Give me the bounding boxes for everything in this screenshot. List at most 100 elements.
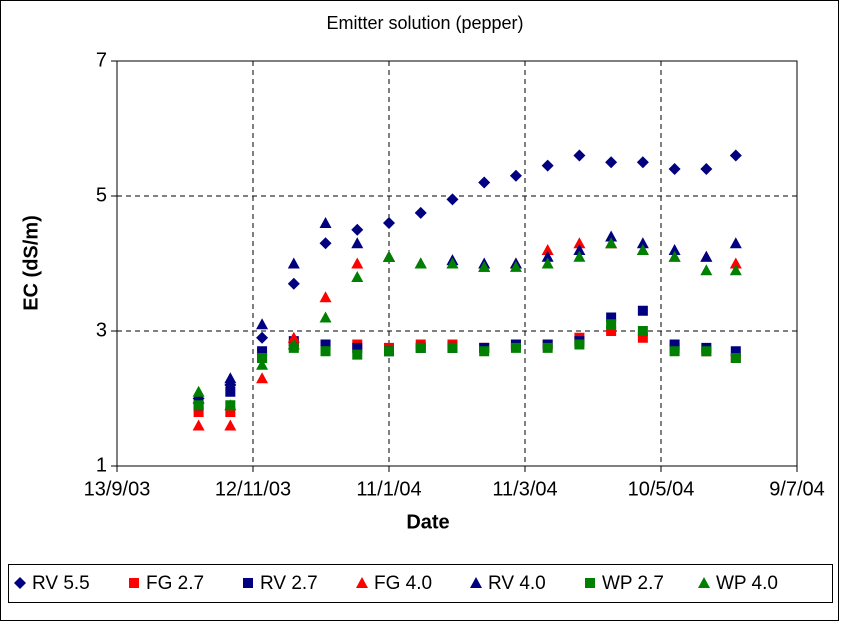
legend-label: RV 4.0 (488, 573, 546, 594)
legend-label: WP 4.0 (716, 573, 778, 594)
x-tick-label: 9/7/04 (769, 478, 825, 500)
marker-triangle (700, 264, 713, 276)
marker-triangle (319, 217, 332, 228)
marker-square (637, 326, 648, 336)
marker-triangle (478, 260, 491, 272)
marker-triangle (319, 291, 332, 303)
marker-diamond (414, 206, 427, 219)
marker-square (730, 353, 741, 363)
marker-triangle (729, 237, 742, 249)
marker-triangle (319, 311, 332, 323)
marker-square (637, 332, 648, 343)
legend-box (8, 564, 833, 603)
legend-marker (243, 578, 253, 588)
marker-triangle (573, 237, 586, 249)
marker-square (415, 342, 426, 353)
marker-diamond (541, 159, 554, 172)
marker-diamond (729, 149, 742, 162)
marker-triangle (351, 271, 364, 282)
marker-triangle (509, 260, 522, 272)
marker-square (320, 339, 331, 350)
marker-square (606, 326, 617, 336)
marker-triangle (414, 257, 427, 269)
marker-triangle (729, 264, 742, 276)
marker-triangle (256, 318, 269, 330)
marker-triangle (287, 338, 300, 350)
marker-square (479, 346, 490, 357)
marker-triangle (668, 250, 681, 262)
marker-diamond (478, 176, 491, 189)
marker-triangle (729, 257, 742, 269)
marker-diamond (509, 169, 522, 182)
marker-diamond (287, 277, 300, 290)
marker-square (542, 342, 553, 353)
marker-square (606, 319, 617, 330)
marker-square (193, 400, 204, 411)
marker-triangle (224, 399, 237, 411)
legend-label: WP 2.7 (602, 573, 664, 594)
marker-triangle (668, 244, 681, 255)
y-axis-label: EC (dS/m) (20, 215, 42, 311)
legend-marker (470, 577, 482, 588)
marker-square (669, 346, 680, 357)
marker-square (320, 346, 331, 357)
marker-diamond (256, 331, 269, 344)
legend-marker (356, 577, 368, 588)
marker-triangle (192, 419, 205, 431)
marker-diamond (319, 237, 332, 250)
marker-triangle (636, 237, 649, 249)
legend-label: FG 4.0 (374, 573, 432, 594)
legend-marker (14, 577, 26, 589)
marker-triangle (541, 250, 554, 262)
marker-square (510, 342, 521, 353)
x-tick-label: 11/3/04 (492, 478, 557, 500)
legend-marker (585, 578, 595, 588)
marker-triangle (700, 250, 713, 262)
legend-label: RV 2.7 (260, 573, 318, 594)
marker-square (352, 349, 363, 360)
marker-square (637, 305, 648, 316)
marker-diamond (636, 156, 649, 169)
x-tick-label: 10/5/04 (628, 478, 695, 500)
marker-triangle (573, 244, 586, 255)
marker-square (447, 342, 458, 353)
y-tick-label: 7 (96, 49, 107, 71)
legend-marker (129, 578, 139, 588)
marker-triangle (383, 250, 395, 262)
marker-triangle (605, 230, 618, 242)
marker-triangle (541, 244, 554, 255)
marker-square (384, 346, 394, 357)
marker-square (257, 353, 268, 363)
marker-triangle (256, 358, 269, 370)
marker-triangle (287, 257, 300, 269)
marker-square (669, 339, 680, 350)
marker-diamond (668, 163, 681, 175)
marker-triangle (192, 385, 205, 397)
marker-diamond (383, 217, 395, 229)
marker-triangle (446, 257, 459, 269)
marker-triangle (224, 419, 237, 431)
legend-marker (698, 577, 710, 588)
chart-title: Emitter solution (pepper) (326, 13, 523, 33)
marker-diamond (446, 193, 459, 206)
marker-triangle (351, 237, 364, 249)
marker-square (257, 346, 268, 357)
legend-label: RV 5.5 (32, 573, 90, 594)
marker-triangle (605, 237, 618, 249)
marker-diamond (351, 223, 364, 236)
marker-triangle (256, 372, 269, 384)
y-tick-label: 3 (96, 319, 107, 341)
marker-square (352, 342, 363, 353)
marker-square (193, 407, 204, 417)
marker-square (225, 407, 236, 417)
marker-square (701, 346, 712, 357)
marker-triangle (287, 331, 300, 343)
marker-square (606, 312, 617, 323)
marker-diamond (605, 156, 618, 169)
x-tick-label: 11/1/04 (356, 478, 421, 500)
marker-triangle (541, 257, 554, 269)
marker-diamond (700, 163, 713, 175)
marker-diamond (573, 149, 586, 162)
y-tick-label: 5 (96, 184, 107, 206)
